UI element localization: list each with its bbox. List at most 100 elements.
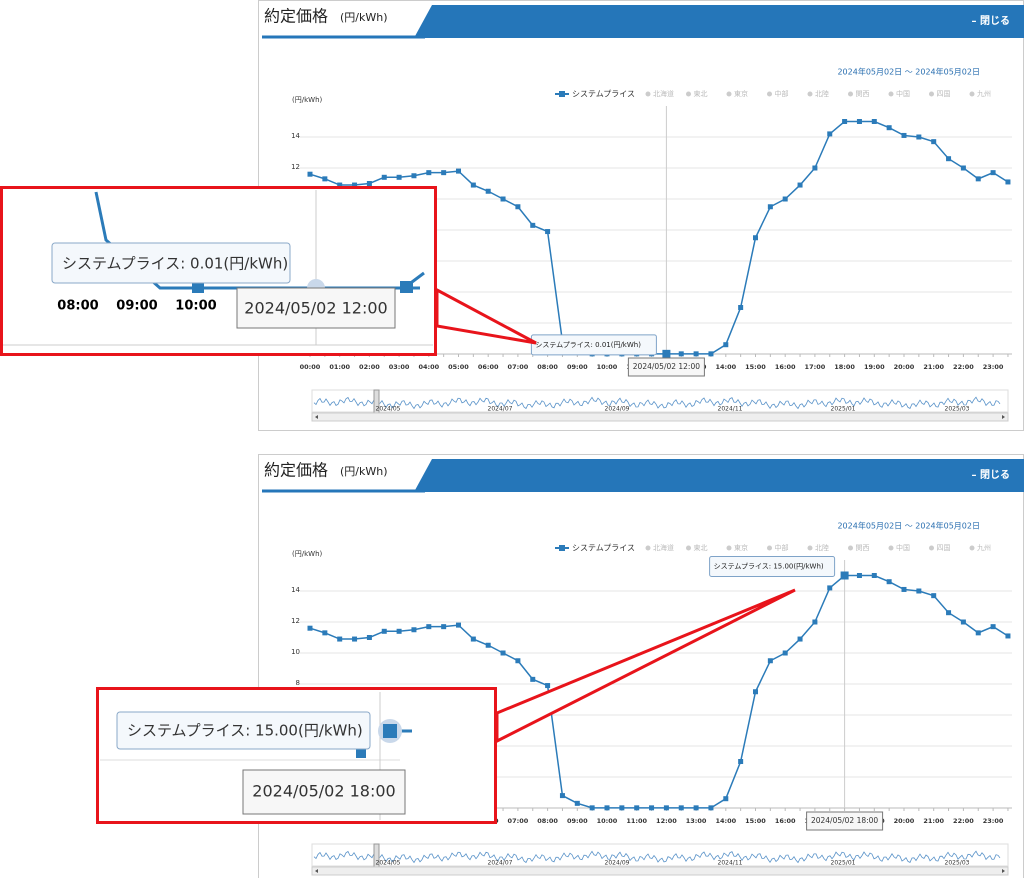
data-point: [411, 173, 417, 179]
data-point: [485, 642, 491, 648]
zoom-date-box: [242, 769, 406, 815]
legend-item[interactable]: 中国: [896, 543, 910, 552]
data-point: [960, 165, 966, 171]
scrollbar[interactable]: [311, 866, 1009, 876]
navigator-label: 2024/09: [605, 406, 630, 413]
x-tick-label: 10:00: [597, 363, 618, 371]
legend-marker: [929, 91, 934, 97]
legend-item[interactable]: 東北: [694, 89, 708, 98]
legend-item[interactable]: 中国: [896, 89, 910, 98]
y-tick-label: 10: [291, 648, 300, 656]
y-axis-label: (円/kWh): [292, 550, 323, 558]
tooltip-date: 2024/05/02 18:00: [811, 816, 878, 825]
legend-item[interactable]: 中部: [775, 89, 789, 98]
navigator-line: [313, 850, 1001, 864]
legend-marker: [848, 545, 853, 551]
data-point: [322, 176, 328, 182]
zoom-marker: [356, 748, 366, 758]
zoom-callout: システムプライス: 15.00(円/kWh) 2024/05/02 18:00: [96, 588, 796, 824]
zoom-tooltip-text: システムプライス: 0.01(円/kWh): [62, 255, 288, 273]
x-tick-label: 13:00: [686, 817, 707, 825]
data-point: [470, 636, 476, 642]
data-point: [723, 342, 729, 348]
data-point: [619, 805, 625, 811]
data-point: [693, 351, 699, 357]
data-point: [500, 650, 506, 656]
x-tick-label: 19:00: [864, 363, 885, 371]
legend-marker: [888, 91, 894, 97]
legend-marker: [726, 91, 732, 97]
scroll-left[interactable]: [315, 869, 318, 873]
zoom-tooltip-text: システムプライス: 15.00(円/kWh): [127, 722, 363, 740]
zoom-date-box: [236, 287, 396, 329]
legend-item[interactable]: 北海道: [653, 89, 674, 98]
legend-item[interactable]: 北陸: [815, 543, 829, 552]
tooltip-date-box: [627, 357, 705, 377]
data-point: [426, 624, 432, 630]
header-band: [414, 459, 1024, 492]
scroll-right[interactable]: [1002, 869, 1005, 873]
data-point: [662, 349, 671, 358]
data-point: [307, 171, 313, 177]
legend-item[interactable]: 東京: [734, 89, 748, 98]
legend-item[interactable]: 関西: [856, 544, 870, 552]
navigator-label: 2024/05: [376, 406, 401, 413]
legend-item[interactable]: 九州: [977, 89, 991, 98]
header-band: [414, 5, 1024, 38]
legend-marker: [767, 91, 772, 97]
x-tick-label: 08:00: [537, 363, 558, 371]
navigator-label: 2025/01: [831, 406, 856, 413]
data-point: [604, 805, 610, 811]
data-point: [812, 619, 818, 625]
legend-item[interactable]: 関西: [856, 90, 870, 98]
close-button[interactable]: – 閉じる: [972, 15, 1010, 27]
data-point: [337, 182, 343, 188]
data-point: [840, 571, 849, 580]
x-tick-label: 10:00: [597, 817, 618, 825]
navigator-label: 2025/03: [945, 406, 970, 413]
x-tick-label: 16:00: [775, 817, 796, 825]
x-tick-label: 09:00: [116, 299, 157, 314]
legend-item[interactable]: 東京: [734, 543, 748, 552]
scroll-left[interactable]: [315, 415, 318, 419]
scrollbar[interactable]: [311, 412, 1009, 422]
navigator-label: 2024/07: [488, 860, 513, 867]
legend-item[interactable]: システムプライス: [572, 90, 635, 99]
data-point: [545, 683, 551, 689]
navigator-label: 2024/07: [488, 406, 513, 413]
x-tick-label: 07:00: [508, 817, 529, 825]
data-point: [738, 759, 744, 764]
legend-item[interactable]: 中部: [775, 543, 789, 552]
y-axis-label: (円/kWh): [292, 96, 323, 104]
x-tick-label: 08:00: [537, 817, 558, 825]
legend-item[interactable]: 北陸: [815, 89, 829, 98]
data-point: [797, 182, 803, 188]
data-point: [871, 573, 877, 578]
data-point: [307, 625, 313, 631]
data-point: [559, 793, 565, 799]
data-point: [946, 156, 952, 162]
data-point: [381, 174, 387, 180]
scroll-right[interactable]: [1002, 415, 1005, 419]
legend-item[interactable]: システムプライス: [572, 544, 635, 553]
data-point: [916, 134, 922, 140]
close-button[interactable]: – 閉じる: [972, 469, 1010, 481]
zoom-marker: [383, 724, 397, 738]
legend-item[interactable]: 北海道: [653, 543, 674, 552]
data-point: [931, 593, 937, 599]
data-point: [723, 796, 729, 802]
legend-item[interactable]: 九州: [977, 543, 991, 552]
x-tick-label: 08:00: [57, 299, 98, 314]
data-point: [975, 176, 981, 182]
legend-item[interactable]: 四国: [937, 544, 951, 552]
data-point: [456, 168, 461, 174]
x-tick-label: 16:00: [775, 363, 796, 371]
data-point: [767, 204, 773, 210]
data-point: [901, 132, 907, 138]
legend-item[interactable]: 四国: [937, 90, 951, 98]
data-point: [693, 805, 699, 811]
tooltip-text: システムプライス: 0.01(円/kWh): [535, 341, 641, 349]
legend-item[interactable]: 東北: [694, 543, 708, 552]
x-tick-label: 00:00: [300, 363, 321, 371]
x-tick-label: 23:00: [983, 363, 1004, 371]
